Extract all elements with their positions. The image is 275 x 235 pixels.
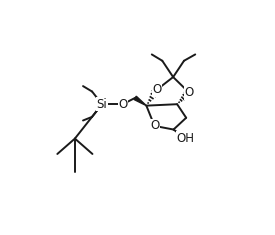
Polygon shape — [134, 96, 146, 106]
Text: Si: Si — [97, 98, 108, 111]
Text: O: O — [184, 86, 194, 99]
Text: O: O — [150, 119, 159, 132]
Text: O: O — [118, 98, 128, 111]
Text: O: O — [152, 83, 161, 96]
Text: OH: OH — [177, 132, 195, 145]
